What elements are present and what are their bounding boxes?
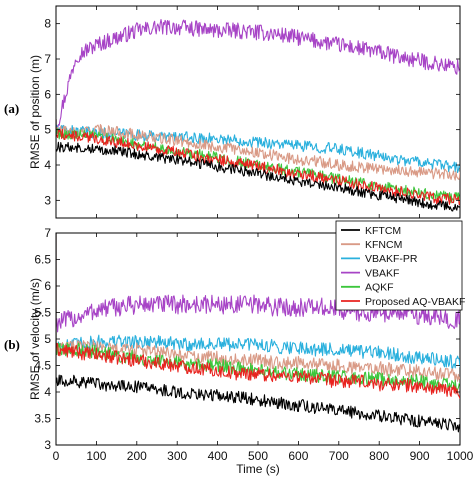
series-line-proposed-aq-vbakf <box>56 119 460 206</box>
y-tick-label: 8 <box>44 17 51 31</box>
y-tick-label: 5 <box>44 123 51 137</box>
legend-label: VBAKF <box>365 267 399 279</box>
y-tick-label: 7 <box>44 52 51 66</box>
series-line-vbakf-pr <box>56 119 460 174</box>
legend: KFTCM KFNCM VBAKF-PR VBAKF AQKF Proposed AQ-V… <box>335 220 465 311</box>
x-tick-label: 400 <box>208 449 228 463</box>
legend-label: KFTCM <box>365 225 401 237</box>
panel-label-a: (a) <box>4 101 19 116</box>
x-tick-label: 100 <box>86 449 106 463</box>
y-tick-label: 6 <box>44 279 51 293</box>
y-tick-label: 6.5 <box>34 253 51 267</box>
legend-label: VBAKF-PR <box>365 253 418 265</box>
y-tick-label: 4 <box>44 385 51 399</box>
y-axis-label-a: RMSE of position (m) <box>28 55 42 169</box>
series-line-vbakf <box>56 233 460 333</box>
position-rmse-chart: 3 4 5 6 7 8 RMSE of position (m) (a) <box>4 5 461 219</box>
legend-label: Proposed AQ-VBAKF <box>365 296 465 308</box>
series-line-kftcm <box>56 233 460 433</box>
series-group-a <box>56 19 460 212</box>
series-line-vbakf-pr <box>56 233 460 369</box>
legend-items: KFTCM KFNCM VBAKF-PR VBAKF AQKF Proposed AQ-V… <box>341 225 465 308</box>
x-tick-label: 900 <box>410 449 430 463</box>
y-tick-label: 5.5 <box>34 306 51 320</box>
series-line-vbakf <box>56 19 460 134</box>
x-tick-label: 800 <box>369 449 389 463</box>
x-tick-label: 1000 <box>447 449 474 463</box>
legend-label: KFNCM <box>365 239 402 251</box>
series-line-kftcm <box>56 119 460 212</box>
velocity-rmse-chart: 3 3.5 4 4.5 5 5.5 6 6.5 7 0 100 200 300 400 500 600 700… <box>4 226 474 476</box>
x-axis-label: Time (s) <box>236 462 280 476</box>
x-tick-label: 0 <box>53 449 60 463</box>
y-tick-label: 5 <box>44 332 51 346</box>
x-ticks-b: 0 100 200 300 400 500 600 700 800 900 1000 <box>53 233 474 463</box>
x-tick-label: 200 <box>127 449 147 463</box>
x-tick-label: 700 <box>329 449 349 463</box>
y-ticks-a: 3 4 5 6 7 8 <box>44 6 461 218</box>
y-tick-label: 4.5 <box>34 359 51 373</box>
y-tick-label: 3.5 <box>34 412 51 426</box>
legend-box <box>335 220 463 311</box>
y-axis-label-b: RMSE of velocity (m/s) <box>28 278 42 400</box>
x-tick-label: 500 <box>248 449 268 463</box>
series-line-kfncm <box>56 119 460 181</box>
x-tick-label: 600 <box>288 449 308 463</box>
legend-label: AQKF <box>365 282 394 294</box>
y-ticks-b: 3 3.5 4 4.5 5 5.5 6 6.5 7 <box>34 226 460 452</box>
y-tick-label: 3 <box>44 193 51 207</box>
panel-label-b: (b) <box>4 337 20 352</box>
y-tick-label: 7 <box>44 226 51 240</box>
series-line-kfncm <box>56 233 460 383</box>
y-tick-label: 3 <box>44 438 51 452</box>
x-tick-label: 300 <box>167 449 187 463</box>
y-tick-label: 6 <box>44 87 51 101</box>
y-tick-label: 4 <box>44 158 51 172</box>
series-group-b <box>56 233 460 433</box>
series-line-proposed-aq-vbakf <box>56 233 460 399</box>
